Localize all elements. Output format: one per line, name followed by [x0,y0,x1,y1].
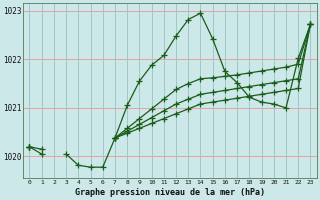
X-axis label: Graphe pression niveau de la mer (hPa): Graphe pression niveau de la mer (hPa) [75,188,265,197]
